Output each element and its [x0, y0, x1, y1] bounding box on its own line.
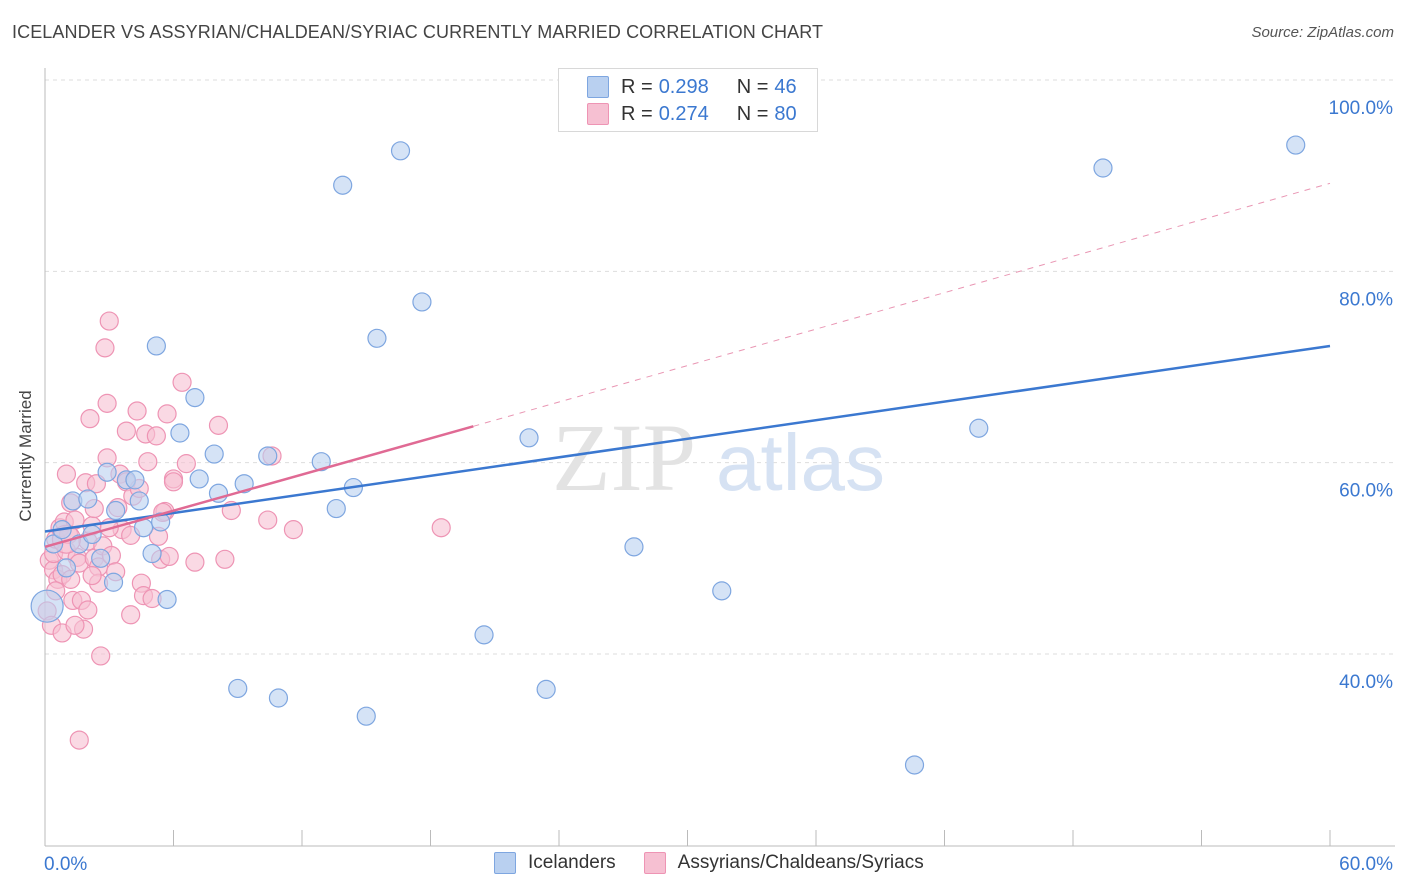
legend-row-assyrians: R = 0.274 N = 80 [587, 102, 797, 126]
series-legend: Icelanders Assyrians/Chaldeans/Syriacs [494, 852, 952, 874]
data-point [268, 688, 289, 708]
data-point [333, 175, 353, 195]
correlation-legend: R = 0.298 N = 46 R = 0.274 N = 80 [558, 68, 818, 132]
data-point [99, 311, 119, 331]
legend-r-value: 0.298 [658, 75, 709, 98]
data-point [69, 730, 89, 750]
data-point [146, 426, 166, 446]
trend-line-assyrians-extension [473, 182, 1331, 427]
data-point [1286, 135, 1306, 155]
data-point [176, 454, 196, 474]
data-point [121, 605, 141, 625]
data-point [97, 462, 117, 482]
data-point [412, 292, 432, 312]
data-point [157, 404, 177, 424]
data-point [65, 615, 85, 635]
data-point [80, 409, 100, 429]
data-point [474, 625, 494, 645]
data-point [56, 464, 77, 484]
data-point [904, 755, 925, 775]
data-point [204, 444, 224, 464]
legend-r-value: 0.274 [658, 102, 709, 125]
series-legend-assyrians[interactable]: Assyrians/Chaldeans/Syriacs [643, 852, 924, 874]
chart-title: ICELANDER VS ASSYRIAN/CHALDEAN/SYRIAC CU… [12, 22, 824, 42]
trend-line-assyrians [44, 425, 474, 549]
data-point [624, 537, 644, 557]
legend-r-label: R = [621, 102, 653, 125]
legend-swatch-blue [587, 76, 609, 98]
x-tick-label: 60.0% [1339, 854, 1393, 875]
data-point [356, 706, 376, 726]
series-label-icelanders: Icelanders [528, 852, 616, 873]
y-tick-label: 60.0% [1339, 481, 1393, 502]
data-point [142, 543, 162, 564]
watermark-atlas: atlas [716, 418, 885, 507]
series-swatch-pink [643, 852, 666, 874]
data-point [185, 552, 205, 572]
data-point [91, 548, 111, 568]
legend-swatch-pink [587, 103, 609, 125]
data-point [258, 510, 278, 530]
data-point [390, 141, 411, 161]
legend-n-label: N = [736, 75, 769, 98]
y-axis-label: Currently Married [16, 390, 35, 522]
data-point [151, 512, 171, 532]
data-point [431, 518, 451, 538]
data-point [367, 328, 387, 348]
data-point [56, 558, 77, 578]
data-point [536, 679, 556, 699]
data-point [127, 401, 147, 421]
legend-n-label: N = [736, 102, 769, 125]
data-point [157, 589, 177, 610]
data-point [228, 678, 248, 699]
data-point [172, 372, 192, 392]
data-point [116, 421, 136, 441]
data-point [712, 581, 732, 601]
series-legend-icelanders[interactable]: Icelanders [494, 852, 616, 874]
data-point [103, 572, 124, 592]
data-point [258, 446, 278, 466]
data-point [969, 418, 989, 438]
data-point [189, 469, 209, 489]
data-point [311, 452, 331, 472]
y-tick-label: 100.0% [1329, 98, 1394, 119]
data-point [215, 549, 235, 569]
data-point [30, 589, 64, 623]
x-tick-label: 0.0% [44, 854, 87, 875]
watermark-zip: ZIP [552, 404, 696, 511]
data-point [95, 338, 115, 358]
data-point [91, 646, 111, 666]
data-point [519, 428, 539, 448]
data-point [129, 491, 149, 511]
data-point [78, 600, 98, 620]
data-point [125, 470, 145, 490]
data-point [283, 520, 304, 540]
y-tick-label: 80.0% [1339, 289, 1393, 310]
legend-r-label: R = [621, 75, 653, 98]
trend-line-icelanders [44, 344, 1331, 533]
data-point [78, 489, 98, 509]
series-label-assyrians: Assyrians/Chaldeans/Syriacs [677, 852, 924, 873]
data-point [326, 498, 346, 519]
legend-n-value: 80 [774, 102, 797, 125]
data-point [106, 500, 126, 521]
data-point [97, 393, 117, 413]
data-point [208, 415, 229, 435]
data-point [1093, 158, 1113, 178]
data-point [82, 565, 102, 586]
y-tick-label: 40.0% [1339, 672, 1393, 693]
legend-row-icelanders: R = 0.298 N = 46 [587, 75, 797, 99]
legend-n-value: 46 [774, 75, 797, 98]
data-point [170, 423, 190, 443]
series-swatch-blue [494, 852, 516, 874]
series-icelanders-points [30, 135, 1306, 775]
data-point [163, 472, 184, 492]
data-point [185, 388, 205, 408]
data-point [234, 474, 254, 494]
data-point [138, 452, 158, 472]
data-point [159, 546, 179, 567]
source-label: Source: ZipAtlas.com [1251, 24, 1394, 41]
data-point [146, 336, 166, 356]
